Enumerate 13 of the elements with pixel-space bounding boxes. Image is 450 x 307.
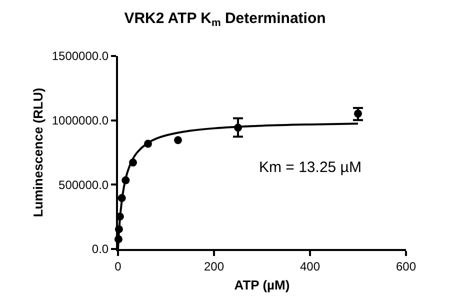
x-tick-label: 400 (300, 259, 320, 274)
y-axis-title: Luminescence (RLU) (30, 88, 46, 218)
x-axis-title: ATP (µM) (234, 278, 290, 292)
y-tick-label: 0.0 (92, 242, 109, 256)
point (174, 136, 182, 144)
y-tick-label: 500000.0 (58, 178, 109, 192)
y-tick-label: 1500000.0 (52, 49, 109, 64)
chart-title: VRK2 ATP K$_{m}$ Determination (124, 10, 326, 29)
x-tick-label: 600 (396, 259, 416, 274)
x-tick-label: 200 (204, 259, 224, 274)
annotation: Km = 13.25 µM (259, 159, 362, 176)
y-tick-label: 1000000.0 (52, 114, 109, 128)
x-tick-label: 0 (114, 259, 122, 274)
